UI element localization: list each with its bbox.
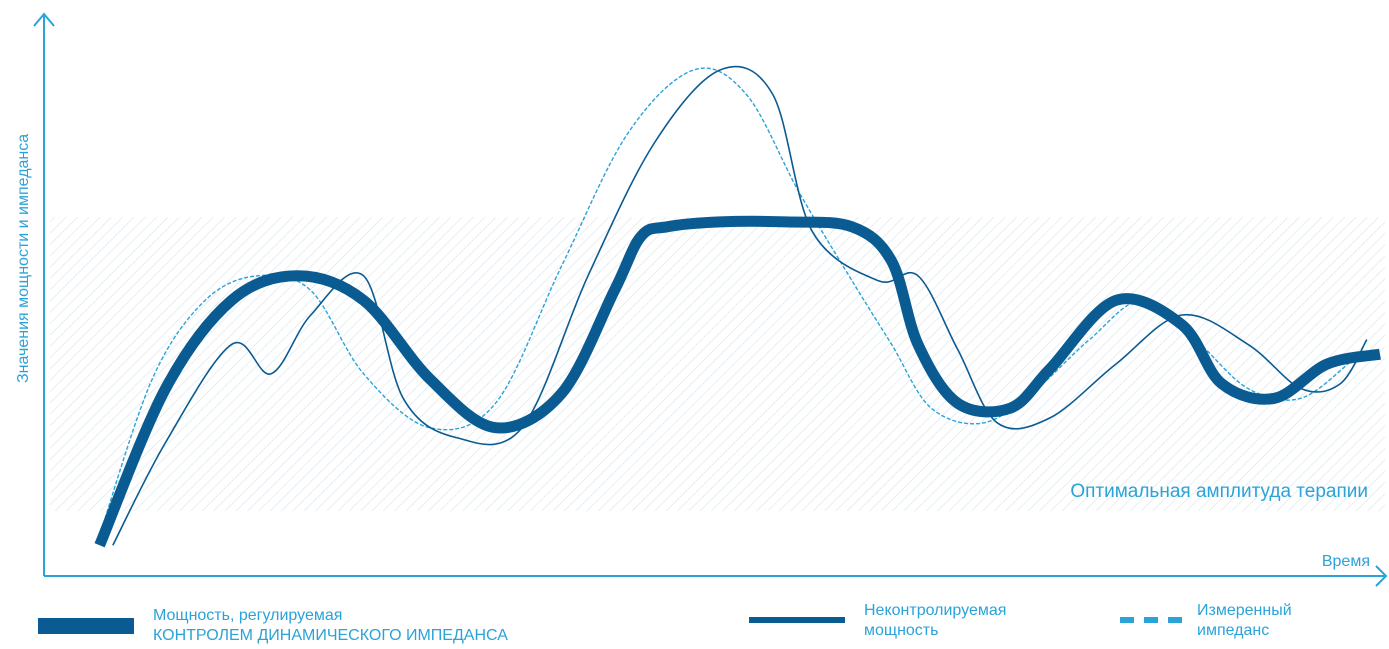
legend-label-uncontrolled-line2: мощность <box>864 622 939 639</box>
optimal-therapy-band <box>50 217 1385 511</box>
legend-label-impedance-line2: импеданс <box>1197 622 1270 639</box>
y-axis-arrow-icon <box>33 12 55 27</box>
legend-label-uncontrolled-line1: Неконтролируемая <box>864 602 1007 619</box>
legend-swatch-regulated <box>38 618 134 634</box>
series-regulated-power-line <box>94 215 1381 548</box>
legend-swatch-impedance <box>1120 617 1182 623</box>
series-layer <box>94 65 1381 548</box>
x-axis-label: Время <box>1322 553 1370 570</box>
series-uncontrolled-power-line <box>112 65 1368 546</box>
legend-label-regulated-line2: КОНТРОЛЕМ ДИНАМИЧЕСКОГО ИМПЕДАНСА <box>153 627 508 644</box>
y-axis-label: Значения мощности и импеданса <box>15 134 32 383</box>
x-axis-arrow-icon <box>1375 565 1388 587</box>
legend-label-regulated: Мощность, регулируемая КОНТРОЛЕМ ДИНАМИЧ… <box>153 606 508 646</box>
optimal-band-label: Оптимальная амплитуда терапии <box>1070 481 1368 502</box>
legend-label-regulated-line1: Мощность, регулируемая <box>153 607 343 624</box>
legend-label-impedance-line1: Измеренный <box>1197 602 1292 619</box>
axes <box>33 12 1388 587</box>
legend-label-uncontrolled: Неконтролируемая мощность <box>864 601 1006 641</box>
legend-swatch-uncontrolled <box>749 617 845 623</box>
legend-label-impedance: Измеренный импеданс <box>1197 601 1292 641</box>
